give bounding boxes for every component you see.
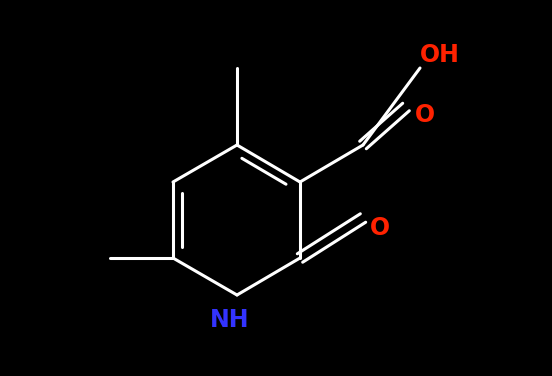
Text: O: O bbox=[415, 103, 435, 127]
Text: OH: OH bbox=[420, 43, 460, 67]
Text: NH: NH bbox=[210, 308, 250, 332]
Text: O: O bbox=[370, 216, 390, 240]
